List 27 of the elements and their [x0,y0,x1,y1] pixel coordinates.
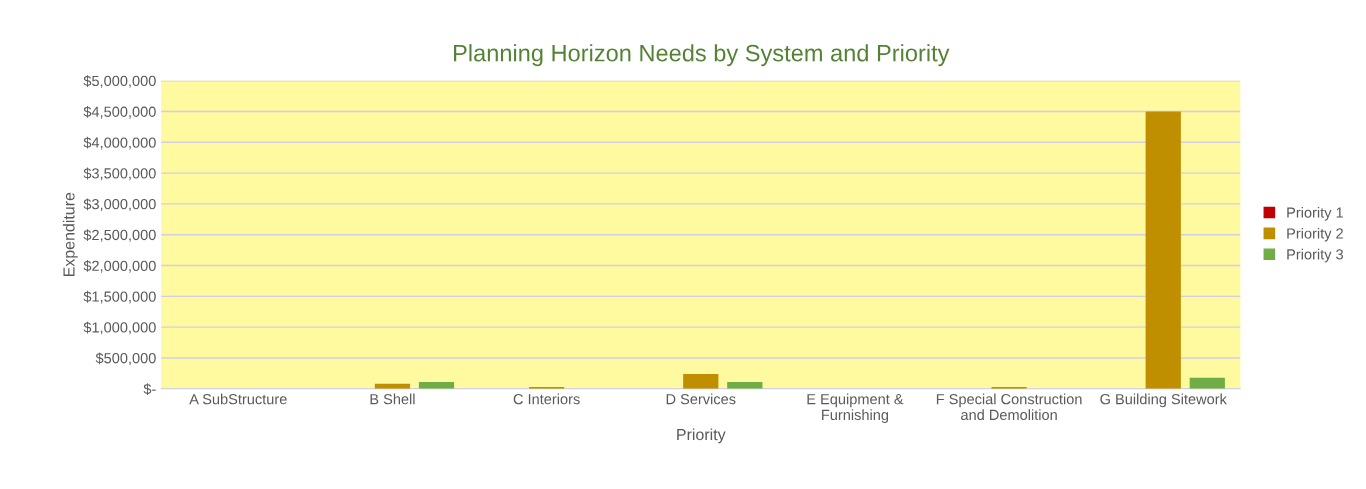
y-tick-label: $- [143,383,156,396]
x-tick-label: D Services [666,393,736,405]
bar [1145,111,1181,389]
x-axis-title: Priority [677,428,726,444]
y-tick-label: $2,000,000 [83,260,156,273]
y-tick-label: $4,000,000 [83,136,156,150]
y-tick-label: $3,500,000 [83,167,156,181]
legend-label: Priority 3 [1287,248,1344,263]
y-axis-title: Expenditure [62,192,78,277]
y-tick-label: $1,000,000 [83,321,156,335]
bar [1189,377,1225,389]
y-tick-label: $3,000,000 [83,198,156,212]
y-tick-label: $5,000,000 [83,75,156,88]
x-tick-label: F Special Construction and Demolition [936,393,1082,421]
bar [683,373,719,389]
legend-label: Priority 1 [1287,207,1343,221]
x-tick-label: A SubStructure [189,393,287,405]
chart-title: Planning Horizon Needs by System and Priority [454,44,950,67]
x-tick-label: B Shell [370,393,415,405]
y-tick-label: $1,500,000 [83,290,156,304]
x-tick-label: G Building Sitework [1100,393,1227,408]
x-tick-label: E Equipment & Furnishing [807,393,904,423]
legend-label: Priority 2 [1287,227,1343,242]
y-tick-label: $500,000 [95,352,156,366]
y-tick-label: $4,500,000 [83,105,156,119]
x-tick-label: C Interiors [513,393,580,405]
y-tick-label: $2,500,000 [83,229,156,242]
